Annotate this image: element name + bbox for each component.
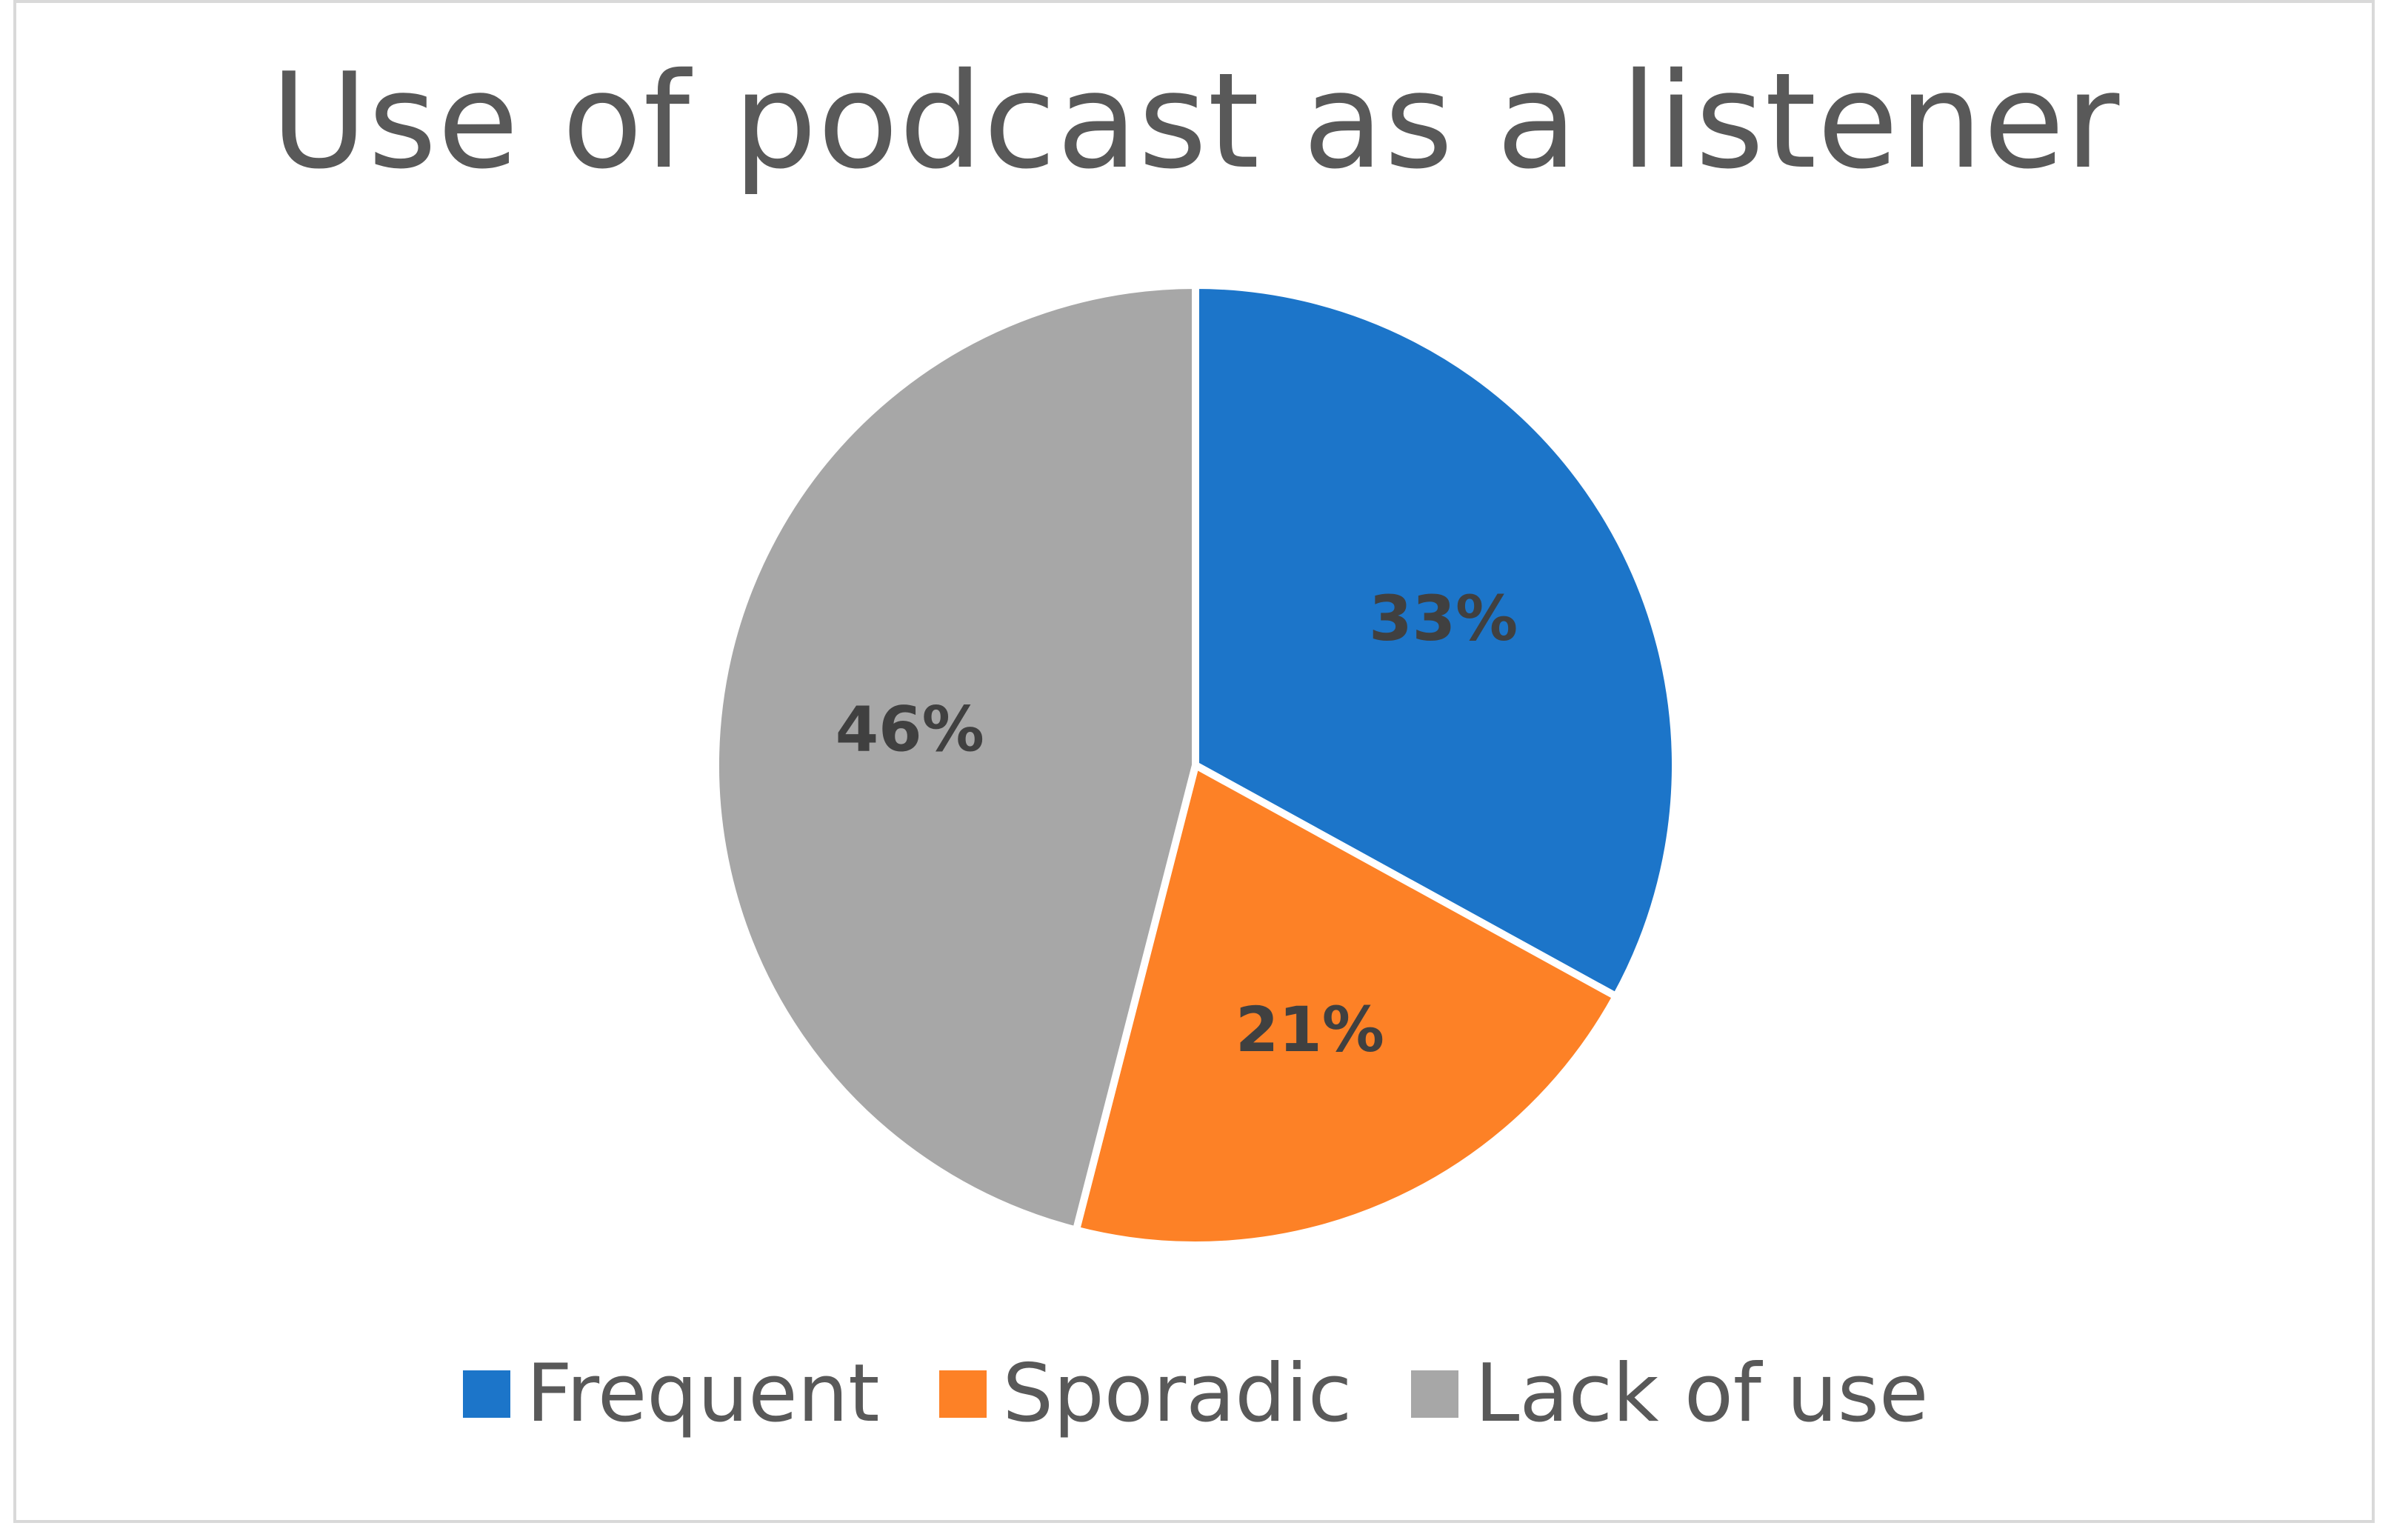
data-label-frequent: 33% <box>1369 582 1518 655</box>
legend-item-frequent: Frequent <box>462 1347 880 1440</box>
legend-swatch-frequent <box>462 1370 510 1418</box>
legend-item-lack-of-use: Lack of use <box>1411 1350 1928 1439</box>
pie-slice-frequent <box>1192 281 1679 1001</box>
legend-item-sporadic: Sporadic <box>938 1347 1353 1440</box>
legend-swatch-sporadic <box>938 1370 987 1418</box>
data-label-lack-of-use: 46% <box>836 693 984 765</box>
data-label-sporadic: 21% <box>1235 993 1384 1066</box>
legend-swatch-lack-of-use <box>1411 1370 1459 1418</box>
legend-label-frequent: Frequent <box>526 1347 880 1440</box>
legend-label-sporadic: Sporadic <box>1002 1347 1353 1440</box>
legend: Frequent Sporadic Lack of use <box>0 1350 2391 1439</box>
legend-label-lack-of-use: Lack of use <box>1475 1347 1929 1440</box>
pie-slice-sporadic <box>1072 761 1620 1249</box>
pie-slice-lack-of-use <box>712 281 1199 1234</box>
chart-title: Use of podcast as a listener <box>270 44 2121 198</box>
